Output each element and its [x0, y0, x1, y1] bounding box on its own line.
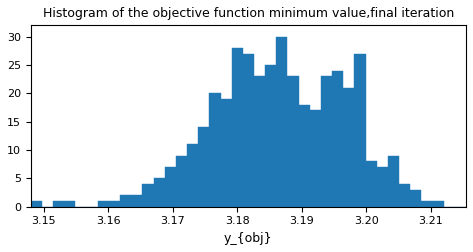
Bar	[354, 54, 366, 207]
Bar	[210, 93, 220, 207]
Bar	[421, 201, 433, 207]
Bar	[310, 110, 321, 207]
Bar	[142, 184, 154, 207]
Bar	[321, 76, 332, 207]
Bar	[154, 178, 165, 207]
Bar	[131, 196, 142, 207]
Bar	[31, 201, 42, 207]
Bar	[53, 201, 64, 207]
Bar	[243, 54, 254, 207]
Bar	[220, 99, 232, 207]
Bar	[165, 167, 176, 207]
Bar	[265, 65, 276, 207]
Bar	[377, 167, 388, 207]
Bar	[276, 37, 288, 207]
Bar	[410, 190, 421, 207]
Bar	[64, 201, 75, 207]
Bar	[176, 156, 187, 207]
Bar	[343, 88, 354, 207]
Bar	[288, 76, 298, 207]
Bar	[388, 156, 399, 207]
Bar	[399, 184, 410, 207]
Bar	[366, 161, 377, 207]
Title: Histogram of the objective function minimum value,final iteration: Histogram of the objective function mini…	[43, 7, 454, 20]
Bar	[232, 48, 243, 207]
Bar	[433, 201, 444, 207]
Bar	[298, 105, 310, 207]
Bar	[98, 201, 109, 207]
Bar	[109, 201, 120, 207]
Bar	[198, 127, 210, 207]
Bar	[332, 71, 343, 207]
Bar	[187, 144, 198, 207]
Bar	[254, 76, 265, 207]
X-axis label: y_{obj}: y_{obj}	[224, 232, 273, 245]
Bar	[120, 196, 131, 207]
